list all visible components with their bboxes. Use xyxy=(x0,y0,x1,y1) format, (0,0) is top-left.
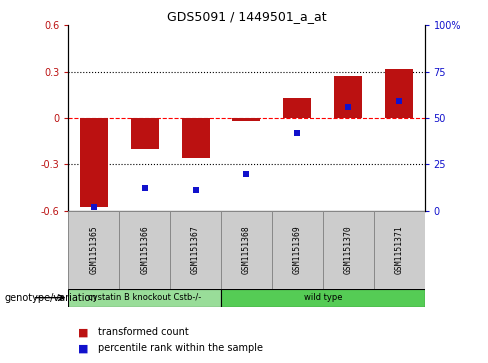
Text: GSM1151366: GSM1151366 xyxy=(140,225,149,274)
Point xyxy=(243,171,250,176)
Bar xyxy=(182,118,209,158)
Bar xyxy=(80,118,108,207)
Bar xyxy=(334,76,362,118)
Bar xyxy=(232,118,261,121)
Text: transformed count: transformed count xyxy=(98,327,188,337)
Text: GSM1151368: GSM1151368 xyxy=(242,225,251,274)
Text: GSM1151365: GSM1151365 xyxy=(89,225,98,274)
Bar xyxy=(221,211,272,289)
Bar xyxy=(323,211,374,289)
Point xyxy=(192,187,200,193)
Bar xyxy=(221,289,425,307)
Point xyxy=(293,130,301,136)
Text: GSM1151370: GSM1151370 xyxy=(344,225,353,274)
Point xyxy=(395,98,403,104)
Bar xyxy=(68,211,119,289)
Text: wild type: wild type xyxy=(304,293,342,302)
Bar xyxy=(119,211,170,289)
Text: ■: ■ xyxy=(78,343,89,354)
Point xyxy=(345,104,352,110)
Text: GSM1151371: GSM1151371 xyxy=(395,225,404,274)
Bar xyxy=(131,118,159,149)
Text: GSM1151369: GSM1151369 xyxy=(293,225,302,274)
Text: ■: ■ xyxy=(78,327,89,337)
Text: GSM1151367: GSM1151367 xyxy=(191,225,200,274)
Bar xyxy=(284,98,311,118)
Title: GDS5091 / 1449501_a_at: GDS5091 / 1449501_a_at xyxy=(166,10,326,23)
Text: genotype/variation: genotype/variation xyxy=(5,293,98,303)
Bar xyxy=(272,211,323,289)
Bar xyxy=(385,69,413,118)
Text: cystatin B knockout Cstb-/-: cystatin B knockout Cstb-/- xyxy=(88,293,201,302)
Point xyxy=(90,204,98,210)
Bar xyxy=(170,211,221,289)
Bar xyxy=(374,211,425,289)
Text: percentile rank within the sample: percentile rank within the sample xyxy=(98,343,263,354)
Point xyxy=(141,185,148,191)
Bar xyxy=(68,289,221,307)
